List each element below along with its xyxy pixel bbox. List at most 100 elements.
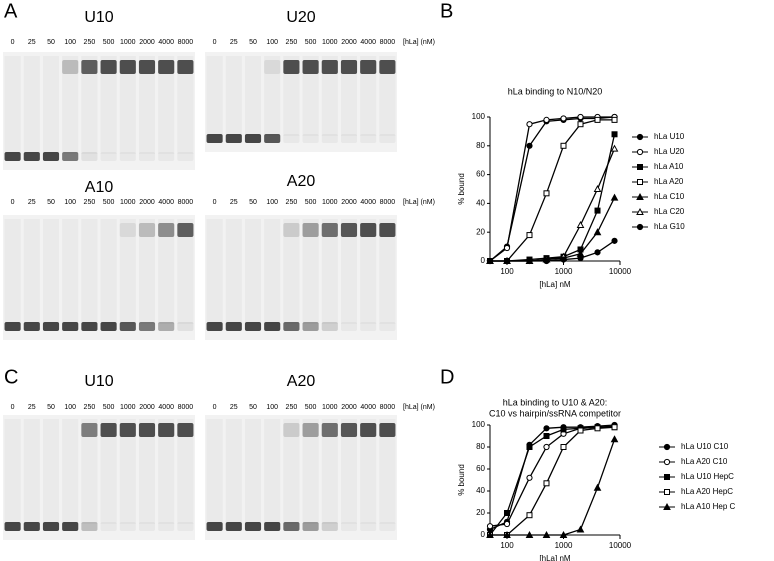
unit-label: [hLa] (nM) (403, 199, 435, 206)
lane-label: 250 (286, 199, 298, 206)
gel-title: A20 (287, 373, 316, 390)
gel-smear (4, 219, 21, 324)
bound-band (283, 223, 300, 237)
free-band (42, 522, 60, 531)
bound-band (264, 60, 281, 74)
lane-label: 8000 (178, 404, 194, 411)
free-band (225, 134, 242, 143)
marker (543, 257, 550, 265)
gel-title: A20 (287, 173, 316, 190)
panel-label: B (440, 0, 453, 22)
gel-smear (321, 56, 338, 136)
bound-band (62, 60, 79, 74)
bound-band (119, 423, 136, 437)
lane-label: 50 (249, 199, 257, 206)
gel-smear (379, 219, 396, 324)
marker (611, 424, 618, 431)
gel-smear (158, 56, 175, 154)
bound-band (302, 423, 319, 437)
series-line (489, 426, 615, 536)
lane-label: 250 (84, 199, 96, 206)
marker (636, 223, 644, 231)
free-band (177, 322, 194, 331)
gel-smear (379, 56, 396, 136)
y-tick-label: 0 (481, 530, 486, 539)
free-band (81, 322, 98, 331)
gel-smear (158, 419, 175, 524)
lane-label: 50 (249, 39, 257, 46)
gel-smear (81, 56, 98, 154)
gel-smear (360, 419, 377, 524)
lane-label: 4000 (360, 199, 376, 206)
free-band (283, 522, 300, 531)
marker (636, 133, 644, 141)
bound-band (321, 423, 338, 437)
gel-smear (23, 56, 40, 154)
gel-smear (100, 419, 117, 524)
free-band (206, 522, 223, 531)
free-band (158, 152, 175, 161)
marker (593, 184, 602, 192)
lane-label: 8000 (178, 199, 194, 206)
free-band (360, 322, 377, 331)
unit-label: [hLa] (nM) (403, 404, 435, 411)
bound-band (302, 60, 319, 74)
free-band (264, 522, 281, 531)
gel-smear (23, 419, 40, 524)
x-tick-label: 1000 (555, 267, 573, 276)
free-band (100, 152, 117, 161)
legend-label: hLa C20 (654, 207, 685, 216)
lane-label: 25 (28, 404, 36, 411)
free-band (119, 152, 136, 161)
lane-label: 100 (266, 404, 278, 411)
y-tick-label: 20 (476, 508, 485, 517)
lane-label: 0 (213, 199, 217, 206)
free-band (340, 322, 358, 331)
lane-label: 4000 (158, 199, 174, 206)
lane-label: 500 (103, 404, 115, 411)
bound-band (138, 423, 156, 437)
lane-label: 8000 (178, 39, 194, 46)
free-band (264, 134, 281, 143)
bound-band (360, 423, 377, 437)
lane-label: 8000 (380, 404, 396, 411)
marker (611, 131, 618, 138)
free-band (177, 522, 194, 531)
gel-smear (340, 419, 358, 524)
lane-label: 250 (84, 39, 96, 46)
free-band (379, 322, 396, 331)
marker (543, 425, 550, 432)
gel-smear (244, 219, 262, 324)
bound-band (321, 60, 338, 74)
free-band (225, 322, 242, 331)
bound-band (158, 423, 175, 437)
free-band (302, 522, 319, 531)
marker (503, 257, 511, 265)
x-tick-label: 10000 (609, 267, 632, 276)
gel-smear (360, 219, 377, 324)
marker (577, 255, 584, 262)
panel-label: D (440, 366, 454, 388)
lane-label: 0 (11, 404, 15, 411)
free-band (360, 134, 377, 143)
gel-smear (225, 56, 242, 136)
gel-smear (100, 219, 117, 324)
gel-smear (138, 219, 156, 324)
lane-label: 100 (64, 404, 76, 411)
x-tick-label: 100 (500, 541, 514, 550)
gel-smear (23, 219, 40, 324)
free-band (379, 522, 396, 531)
x-axis-label: [hLa] nM (539, 554, 570, 561)
gel-smear (283, 419, 300, 524)
marker (636, 192, 644, 200)
marker (577, 121, 584, 128)
gel-smear (81, 219, 98, 324)
free-band (206, 322, 223, 331)
bound-band (321, 223, 338, 237)
y-tick-label: 60 (476, 170, 485, 179)
lane-label: 4000 (158, 404, 174, 411)
free-band (225, 522, 242, 531)
free-band (138, 522, 156, 531)
marker (543, 433, 550, 439)
